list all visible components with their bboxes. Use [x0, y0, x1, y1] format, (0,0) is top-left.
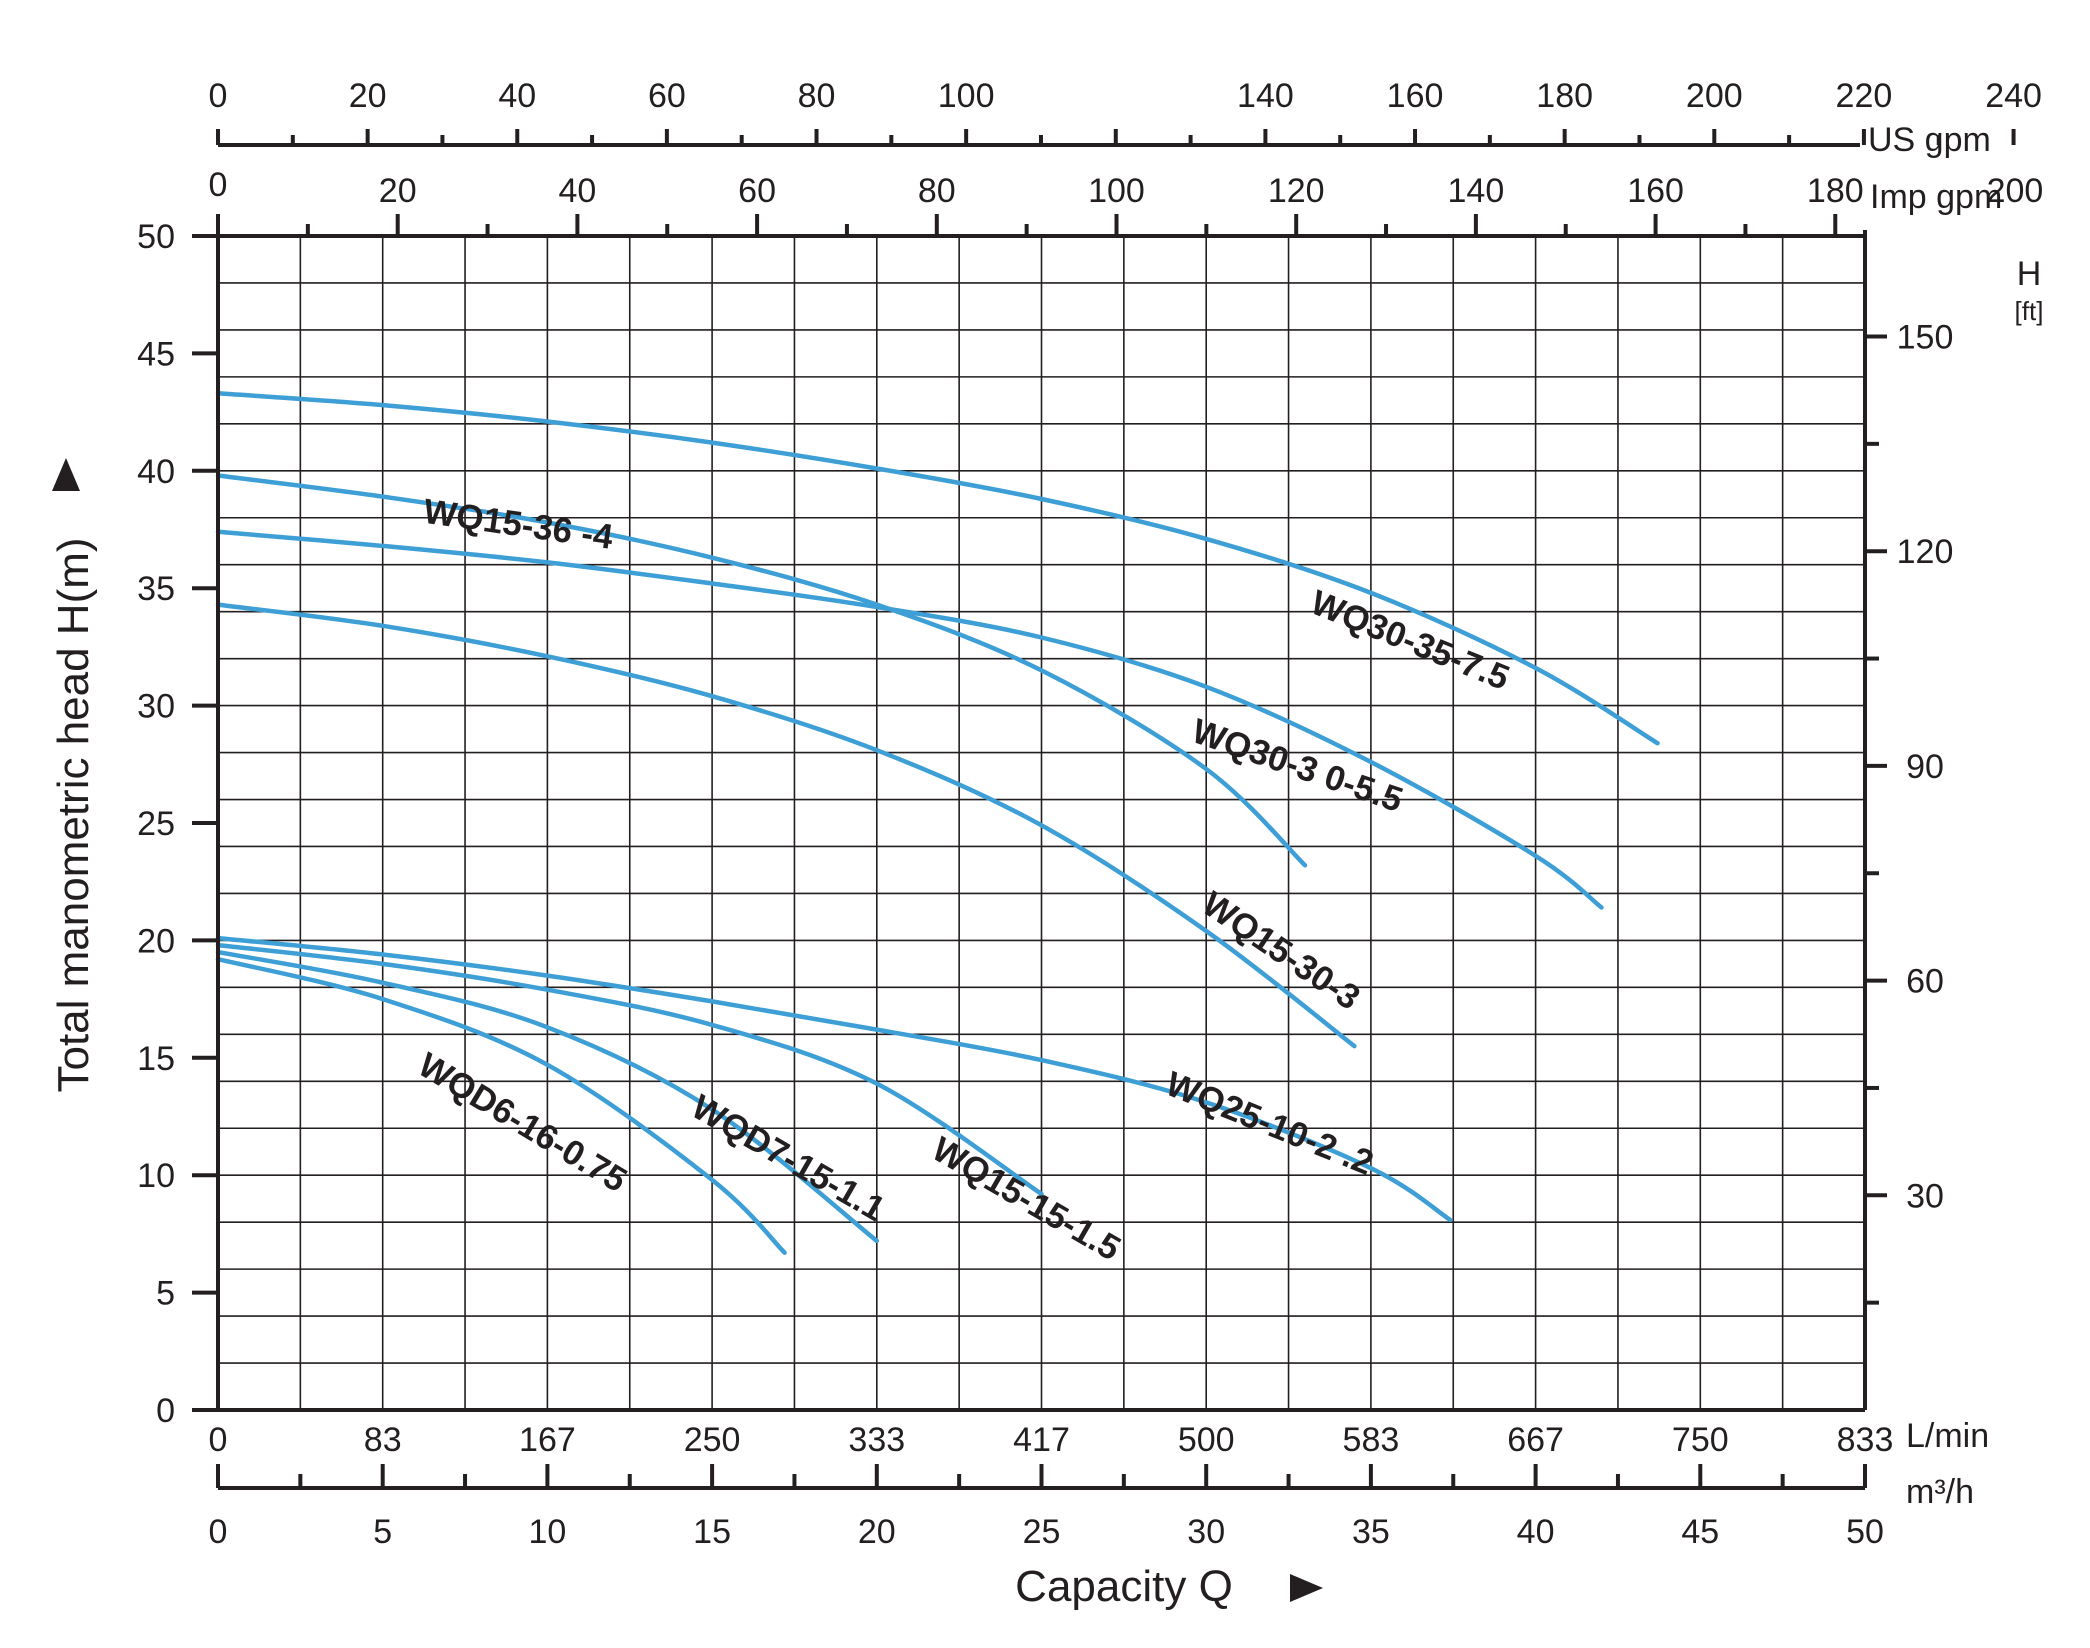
ft-tick-label: 90 — [1906, 748, 1944, 786]
x-tick-label: 20 — [858, 1513, 896, 1551]
curve-label: WQ15-36 -4 — [421, 492, 616, 557]
impgpm-tick-label: 0 — [209, 166, 228, 204]
impgpm-tick-label: 160 — [1627, 172, 1684, 210]
ft-tick-label: 30 — [1906, 1177, 1944, 1215]
lmin-tick-label: 583 — [1343, 1421, 1400, 1459]
usgpm-tick-label: 40 — [498, 77, 536, 115]
x-tick-label: 30 — [1187, 1513, 1225, 1551]
ft-axis-unit: H — [2017, 255, 2042, 293]
lmin-tick-label: 750 — [1672, 1421, 1729, 1459]
usgpm-tick-label: 140 — [1237, 77, 1294, 115]
curve-wq25-10-2-2 — [215, 935, 1453, 1223]
usgpm-tick-label: 180 — [1536, 77, 1593, 115]
x-tick-label: 35 — [1352, 1513, 1390, 1551]
y-tick-label: 15 — [137, 1040, 175, 1078]
impgpm-axis-unit: Imp gpm — [1870, 178, 2002, 216]
y-axis-ticks: 0 5 10 15 20 25 30 35 40 45 50 — [137, 218, 218, 1430]
y-tick-label: 50 — [137, 218, 175, 256]
usgpm-tick-label: 240 — [1985, 77, 2042, 115]
curve-label: WQ15-15-1.5 — [926, 1130, 1127, 1269]
ft-tick-label: 120 — [1897, 533, 1954, 571]
ft-tick-label: 60 — [1906, 963, 1944, 1001]
x-axis-ticks: 0 5 10 15 20 25 30 35 40 45 50 — [209, 1513, 1884, 1551]
curve-label: WQD7-15-1.1 — [685, 1087, 891, 1229]
y-tick-label: 20 — [137, 922, 175, 960]
m3h-axis — [216, 1464, 1867, 1490]
y-tick-label: 45 — [137, 335, 175, 373]
impgpm-tick-label: 180 — [1807, 172, 1864, 210]
plot-frame — [216, 230, 1867, 1412]
impgpm-tick-label: 120 — [1268, 172, 1325, 210]
usgpm-tick-label: 220 — [1836, 77, 1893, 115]
usgpm-tick-label: 60 — [648, 77, 686, 115]
impgpm-tick-label: 60 — [738, 172, 776, 210]
lmin-tick-label: 417 — [1013, 1421, 1070, 1459]
curve-wq15-15-1-5 — [215, 942, 1044, 1197]
curve-wq15-30-3 — [215, 602, 1357, 1049]
x-tick-label: 15 — [693, 1513, 731, 1551]
impgpm-tick-label: 20 — [379, 172, 417, 210]
impgpm-tick-label: 80 — [918, 172, 956, 210]
lmin-tick-label: 667 — [1507, 1421, 1564, 1459]
y-tick-label: 35 — [137, 570, 175, 608]
usgpm-axis-unit: US gpm — [1868, 121, 1991, 159]
lmin-axis-ticks: 0 83 167 250 333 417 500 583 667 750 833 — [209, 1421, 1894, 1459]
curve-wqd7-15-1-1 — [215, 949, 880, 1244]
usgpm-tick-label: 100 — [938, 77, 995, 115]
y-tick-label: 30 — [137, 688, 175, 726]
curve-wq30-35-7-5 — [215, 391, 1660, 746]
lmin-tick-label: 833 — [1837, 1421, 1894, 1459]
lmin-tick-label: 500 — [1178, 1421, 1235, 1459]
usgpm-tick-label: 20 — [349, 77, 387, 115]
usgpm-tick-label: 160 — [1387, 77, 1444, 115]
x-tick-label: 40 — [1517, 1513, 1555, 1551]
y-tick-label: 25 — [137, 805, 175, 843]
y-axis-title: Total manometric head H(m) — [49, 537, 98, 1092]
lmin-tick-label: 83 — [364, 1421, 402, 1459]
lmin-tick-label: 0 — [209, 1421, 228, 1459]
usgpm-tick-label: 200 — [1686, 77, 1743, 115]
usgpm-tick-label: 80 — [798, 77, 836, 115]
x-tick-label: 5 — [373, 1513, 392, 1551]
x-axis-arrow-icon — [1290, 1574, 1323, 1602]
impgpm-tick-label: 140 — [1448, 172, 1505, 210]
x-tick-label: 25 — [1023, 1513, 1061, 1551]
x-axis-title: Capacity Q — [1015, 1562, 1233, 1611]
y-tick-label: 40 — [137, 453, 175, 491]
usgpm-axis: 0 20 40 60 80 100 140 160 180 200 220 240 — [209, 77, 2042, 147]
performance-curves — [215, 391, 1660, 1255]
y-tick-label: 0 — [156, 1392, 175, 1430]
impgpm-tick-label: 200 — [1987, 172, 2044, 210]
y-axis-arrow-icon — [52, 458, 80, 491]
y-tick-label: 10 — [137, 1157, 175, 1195]
y-tick-label: 5 — [156, 1275, 175, 1313]
curve-wq15-36-4 — [215, 473, 1308, 868]
x-tick-label: 45 — [1681, 1513, 1719, 1551]
x-tick-label: 10 — [528, 1513, 566, 1551]
impgpm-axis: 0 20 40 60 80 100 120 140 160 180 200 — [209, 166, 2044, 236]
x-tick-label: 0 — [209, 1513, 228, 1551]
impgpm-tick-label: 100 — [1088, 172, 1145, 210]
usgpm-tick-label: 0 — [209, 77, 228, 115]
curve-wq30-3-0-5-5 — [215, 529, 1604, 910]
lmin-tick-label: 167 — [519, 1421, 576, 1459]
curve-label: WQD6-16-0.75 — [412, 1045, 634, 1200]
curve-label: WQ15-30-3 — [1195, 884, 1367, 1017]
lmin-axis-unit: L/min — [1906, 1417, 1989, 1455]
ft-tick-label: 150 — [1897, 318, 1954, 356]
ft-axis-ticks: 30 60 90 120 150 — [1865, 318, 1954, 1305]
m3h-axis-unit: m³/h — [1906, 1473, 1974, 1511]
curve-wqd6-16-0-75 — [215, 956, 787, 1255]
lmin-tick-label: 250 — [684, 1421, 741, 1459]
lmin-tick-label: 333 — [848, 1421, 905, 1459]
ft-axis-unit-bracket: [ft] — [2015, 296, 2044, 326]
plot-grid — [218, 236, 1865, 1410]
impgpm-tick-label: 40 — [558, 172, 596, 210]
x-tick-label: 50 — [1846, 1513, 1884, 1551]
